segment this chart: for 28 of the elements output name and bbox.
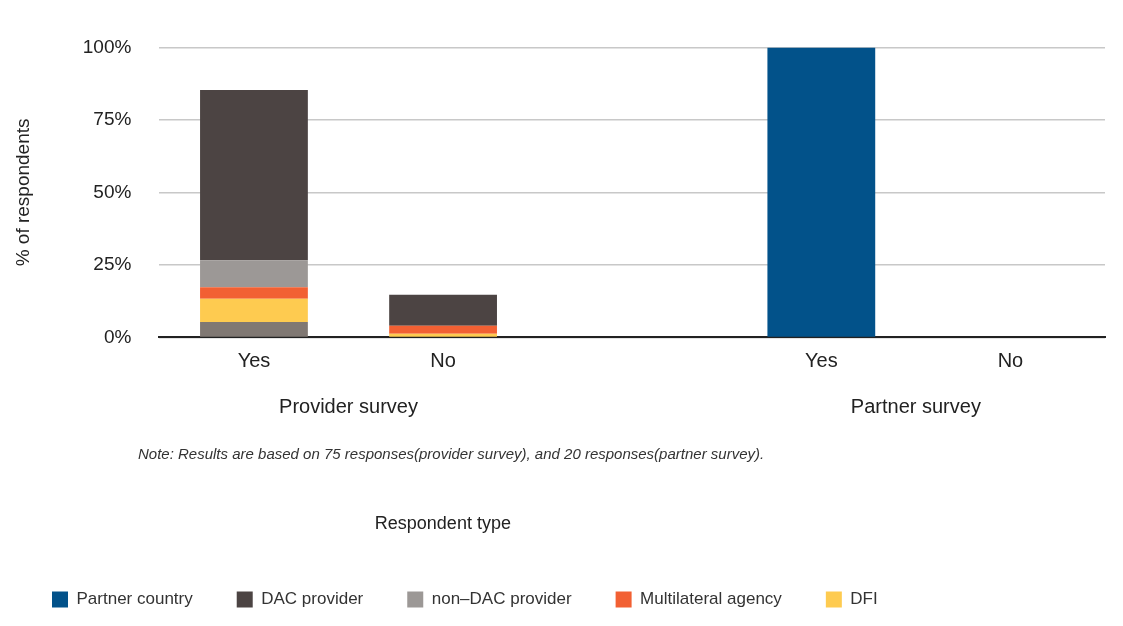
bar	[389, 333, 497, 337]
x-tick-label: No	[997, 348, 1024, 371]
bar	[200, 322, 308, 337]
bar	[200, 287, 308, 299]
bar	[389, 294, 497, 326]
bar	[389, 325, 497, 334]
bar	[767, 47, 876, 337]
x-tick-label: Yes	[805, 348, 838, 371]
y-tick-label: 100%	[82, 35, 132, 57]
y-axis-title: % of respondents	[11, 118, 33, 267]
y-tick-label: 25%	[93, 253, 132, 275]
legend-label: Partner country	[76, 589, 194, 609]
legend-label: non–DAC provider	[431, 589, 572, 609]
bar	[200, 260, 308, 288]
y-tick-label: 50%	[93, 180, 132, 202]
legend-label: Multilateral agency	[640, 589, 783, 609]
bar	[200, 298, 308, 323]
x-tick-label: Yes	[237, 348, 271, 371]
y-tick-label: 75%	[93, 108, 132, 130]
text: Note: Results are based on 75 responses(provider survey), and 20 responses(partner survey).	[138, 444, 765, 462]
text: Provider survey	[279, 394, 418, 417]
x-tick-label: No	[430, 348, 456, 371]
y-tick-label: 0%	[103, 325, 132, 347]
bar	[200, 90, 308, 261]
legend-label: DFI	[850, 589, 878, 609]
legend-label: DAC provider	[261, 589, 364, 609]
legend-title: Respondent type	[374, 513, 511, 534]
text: Partner survey	[850, 394, 981, 417]
